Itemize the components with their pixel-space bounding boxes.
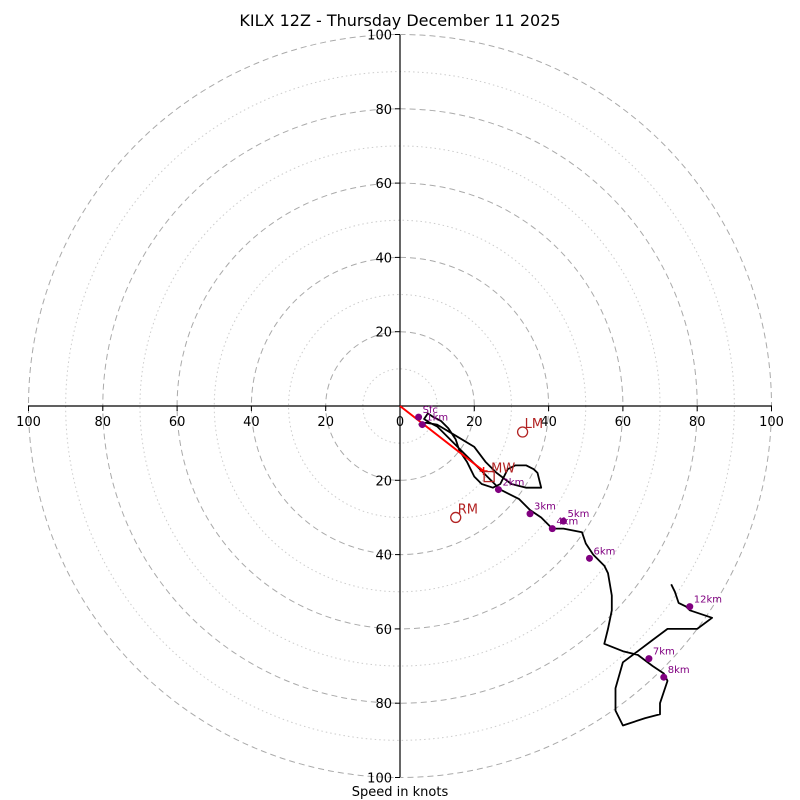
height-label-6km: 6km — [593, 546, 615, 557]
y-tick-label: 40 — [375, 549, 392, 564]
chart-title: KILX 12Z - Thursday December 11 2025 — [239, 11, 560, 30]
height-marker-3km — [526, 510, 534, 518]
x-tick-label: 100 — [16, 415, 41, 430]
height-label-12km: 12km — [694, 595, 722, 606]
height-label-2km: 2km — [502, 478, 524, 489]
x-tick-label: 20 — [317, 415, 334, 430]
y-tick-label: 80 — [375, 697, 392, 712]
motion-marker-mw — [483, 470, 495, 483]
shear-vector-line — [399, 405, 485, 472]
height-label-4km: 4km — [556, 517, 578, 528]
x-tick-label: 80 — [95, 415, 112, 430]
x-tick-labels: 100 80 60 40 20 0 20 40 60 80 100 — [16, 406, 784, 430]
x-tick-label: 40 — [243, 415, 260, 430]
height-marker-2km — [494, 486, 502, 494]
motion-label-mw: MW — [491, 462, 515, 477]
x-tick-label: 20 — [466, 415, 483, 430]
y-tick-label: 40 — [375, 251, 392, 266]
motion-label-lm: LM — [525, 417, 543, 432]
height-marker-12km — [686, 603, 694, 611]
motion-marker-rm — [450, 511, 462, 524]
height-marker-4km — [548, 525, 556, 533]
height-label-8km: 8km — [668, 665, 690, 676]
height-marker-8km — [660, 673, 668, 681]
motion-marker-lm — [516, 426, 529, 438]
y-tick-label: 60 — [375, 177, 392, 192]
x-tick-label: 60 — [615, 415, 632, 430]
height-marker-5km — [559, 517, 567, 525]
height-marker-1km — [418, 421, 426, 429]
height-marker-6km — [585, 554, 593, 562]
height-marker-7km — [645, 655, 653, 663]
y-tick-labels: 100 80 60 40 20 20 40 60 80 100 — [367, 29, 400, 787]
y-tick-label: 100 — [367, 29, 392, 44]
y-tick-label: 20 — [375, 326, 392, 341]
x-tick-label: 0 — [396, 415, 404, 430]
hodograph-trace-layer — [418, 412, 713, 727]
x-tick-label: 60 — [169, 415, 186, 430]
motion-label-rm: RM — [458, 502, 478, 517]
x-axis-label: Speed in knots — [352, 785, 449, 800]
height-label-1km: 1km — [426, 413, 448, 424]
storm-motion-layer: LM MW RM — [450, 417, 543, 524]
height-marker-sfc — [415, 413, 423, 421]
height-label-sfc: Sfc — [423, 405, 438, 416]
y-tick-label: 100 — [367, 772, 392, 787]
height-label-5km: 5km — [567, 509, 589, 520]
y-tick-label: 80 — [375, 103, 392, 118]
height-label-7km: 7km — [653, 647, 675, 658]
height-label-3km: 3km — [534, 502, 556, 513]
y-tick-label: 60 — [375, 623, 392, 638]
hodograph-trace-line — [418, 412, 713, 727]
y-tick-label: 20 — [375, 474, 392, 489]
x-tick-label: 80 — [689, 415, 706, 430]
x-tick-label: 100 — [759, 415, 784, 430]
x-tick-label: 40 — [540, 415, 557, 430]
